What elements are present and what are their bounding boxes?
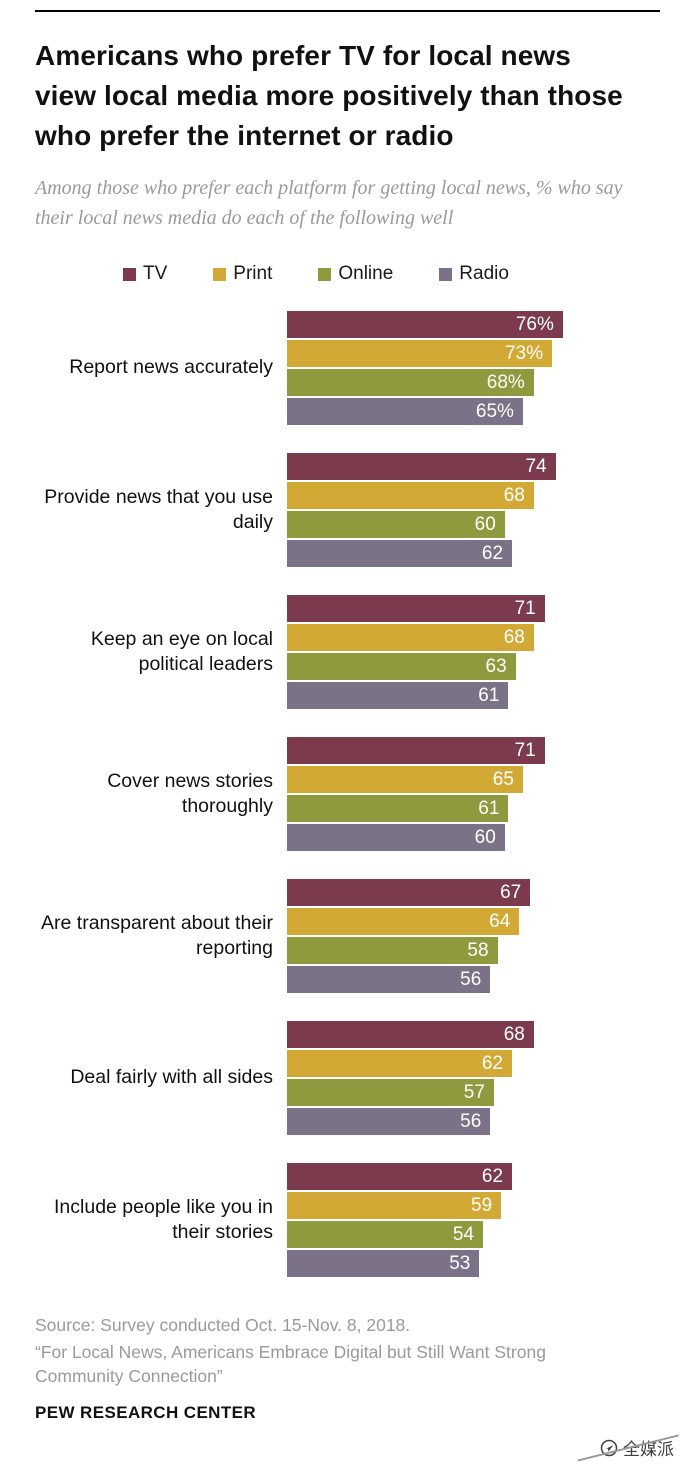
legend-label: Radio <box>459 263 509 285</box>
chart-group: Keep an eye on local political leaders 71… <box>35 595 660 710</box>
category-label: Include people like you in their stories <box>54 1195 273 1244</box>
bar-stack: 62 59 54 53 <box>287 1163 660 1278</box>
bar-stack: 68 62 57 56 <box>287 1021 660 1136</box>
legend-label: Online <box>338 263 394 285</box>
category-label: Keep an eye on local political leaders <box>90 627 273 676</box>
bar-tv: 74 <box>287 453 556 481</box>
bar-tv: 76% <box>287 311 563 339</box>
chart-page: Americans who prefer TV for local news v… <box>35 10 660 1422</box>
bar-print: 59 <box>287 1192 502 1220</box>
bar-radio: 56 <box>287 1108 491 1136</box>
watermark: 全媒派 <box>577 1433 679 1461</box>
legend-item-radio: Radio <box>439 263 509 285</box>
bar-online: 60 <box>287 511 505 539</box>
bar-online: 54 <box>287 1221 484 1249</box>
chart-group: Include people like you in their stories… <box>35 1163 660 1278</box>
bar-print: 64 <box>287 908 520 936</box>
bar-print: 68 <box>287 624 534 652</box>
category-label: Report news accurately <box>69 356 273 379</box>
bar-online: 58 <box>287 937 498 965</box>
source-note: Source: Survey conducted Oct. 15-Nov. 8,… <box>35 1313 635 1389</box>
chart-group: Are transparent about their reporting 67 6… <box>35 879 660 994</box>
bar-tv: 71 <box>287 595 545 623</box>
bar-radio: 53 <box>287 1250 480 1278</box>
chart-group: Deal fairly with all sides 68 62 57 56 <box>35 1021 660 1136</box>
legend-item-tv: TV <box>123 263 167 285</box>
bar-tv: 68 <box>287 1021 534 1049</box>
chart-title: Americans who prefer TV for local news v… <box>35 40 623 151</box>
legend-item-online: Online <box>318 263 393 285</box>
bar-radio: 62 <box>287 540 513 568</box>
legend-item-print: Print <box>213 263 272 285</box>
legend-swatch <box>318 267 332 281</box>
top-rule <box>35 10 660 12</box>
bar-radio: 56 <box>287 966 491 994</box>
legend: TV Print Online Radio <box>123 263 660 285</box>
bar-radio: 60 <box>287 824 505 852</box>
bar-print: 62 <box>287 1050 513 1078</box>
category-label: Provide news that you use daily <box>44 485 273 534</box>
grouped-bar-chart: Report news accurately 76% 73% 68% 65% Provid… <box>35 311 660 1278</box>
category-label: Are transparent about their reporting <box>41 911 273 960</box>
bar-stack: 67 64 58 56 <box>287 879 660 994</box>
bar-tv: 67 <box>287 879 531 907</box>
bar-stack: 76% 73% 68% 65% <box>287 311 660 426</box>
legend-label: TV <box>143 263 168 285</box>
bar-stack: 71 68 63 61 <box>287 595 660 710</box>
wemedia-logo-icon <box>600 1439 618 1456</box>
legend-label: Print <box>233 263 273 285</box>
brand-footer: PEW RESEARCH CENTER <box>35 1402 257 1422</box>
legend-swatch <box>123 267 136 281</box>
bar-online: 57 <box>287 1079 494 1107</box>
source-citation: “For Local News, Americans Embrace Digit… <box>35 1341 546 1387</box>
category-label: Deal fairly with all sides <box>70 1066 273 1089</box>
bar-online: 63 <box>287 653 516 681</box>
chart-group: Provide news that you use daily 74 68 60 62 <box>35 453 660 568</box>
legend-swatch <box>213 267 227 281</box>
bar-stack: 74 68 60 62 <box>287 453 660 568</box>
bar-print: 68 <box>287 482 534 510</box>
bar-online: 68% <box>287 369 534 397</box>
chart-group: Cover news stories thoroughly 71 65 61 60 <box>35 737 660 852</box>
bar-radio: 61 <box>287 682 509 710</box>
bar-print: 73% <box>287 340 552 368</box>
chart-group: Report news accurately 76% 73% 68% 65% <box>35 311 660 426</box>
bar-stack: 71 65 61 60 <box>287 737 660 852</box>
bar-print: 65 <box>287 766 523 794</box>
category-label: Cover news stories thoroughly <box>107 769 273 818</box>
bar-radio: 65% <box>287 398 523 426</box>
bar-tv: 71 <box>287 737 545 765</box>
legend-swatch <box>439 267 453 281</box>
source-line: Source: Survey conducted Oct. 15-Nov. 8,… <box>35 1315 411 1336</box>
bar-online: 61 <box>287 795 509 823</box>
bar-tv: 62 <box>287 1163 513 1191</box>
watermark-text: 全媒派 <box>623 1440 674 1459</box>
chart-subtitle: Among those who prefer each platform for… <box>35 177 623 230</box>
